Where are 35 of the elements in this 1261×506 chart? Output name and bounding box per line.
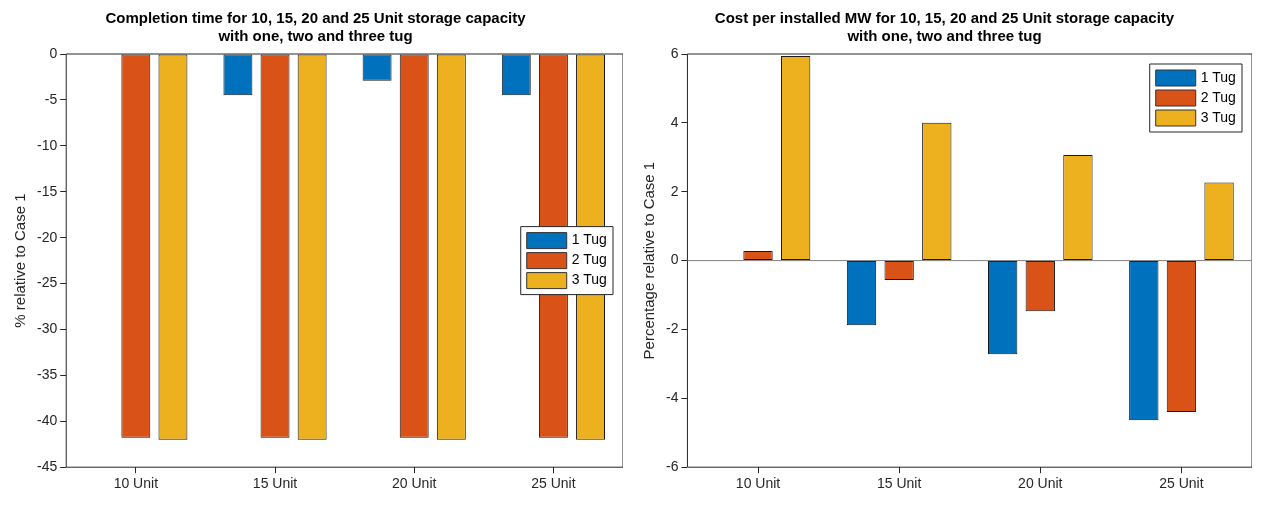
x-tick-label: 10 Unit <box>735 475 781 492</box>
legend-label: 3 Tug <box>1200 108 1236 125</box>
y-tick-label: 4 <box>670 113 679 130</box>
y-axis-title: % relative to Case 1 <box>11 193 29 328</box>
y-tick-label: -20 <box>37 228 58 245</box>
y-tick-label: -45 <box>37 458 58 475</box>
legend-label: 1 Tug <box>571 231 607 248</box>
chart-title: Completion time for 10, 15, 20 and 25 Unit storage capacity with one, two and three tug <box>105 9 527 45</box>
chart-title: Cost per installed MW for 10, 15, 20 and 25 Unit storage capacity with one, two and three tug <box>714 9 1175 45</box>
y-tick-label: 0 <box>49 44 58 61</box>
legend-label: 2 Tug <box>571 251 607 268</box>
x-tick-label: 20 Unit <box>1018 475 1063 492</box>
y-tick-label: 2 <box>670 182 679 199</box>
x-tick-label: 25 Unit <box>531 475 576 492</box>
y-tick-label: -35 <box>37 366 58 383</box>
y-tick-label: -30 <box>37 320 58 337</box>
y-axis-title: Percentage relative to Case 1 <box>640 161 658 360</box>
y-tick-label: -25 <box>37 274 58 291</box>
x-tick-label: 20 Unit <box>392 475 437 492</box>
legend-label: 3 Tug <box>571 271 607 288</box>
y-tick-label: -2 <box>666 320 679 337</box>
legend-label: 1 Tug <box>1200 68 1236 85</box>
y-tick-label: 0 <box>670 251 679 268</box>
y-tick-label: -6 <box>666 458 679 475</box>
y-tick-label: -15 <box>37 182 58 199</box>
y-tick-label: 6 <box>670 44 679 61</box>
x-tick-label: 10 Unit <box>113 475 159 492</box>
y-tick-label: -5 <box>44 90 58 107</box>
x-tick-label: 15 Unit <box>876 475 922 492</box>
x-tick-label: 15 Unit <box>252 475 298 492</box>
legend-label: 2 Tug <box>1200 88 1236 105</box>
y-tick-label: -40 <box>37 412 58 429</box>
y-tick-label: -10 <box>37 136 58 153</box>
y-tick-label: -4 <box>666 389 679 406</box>
x-tick-label: 25 Unit <box>1159 475 1204 492</box>
